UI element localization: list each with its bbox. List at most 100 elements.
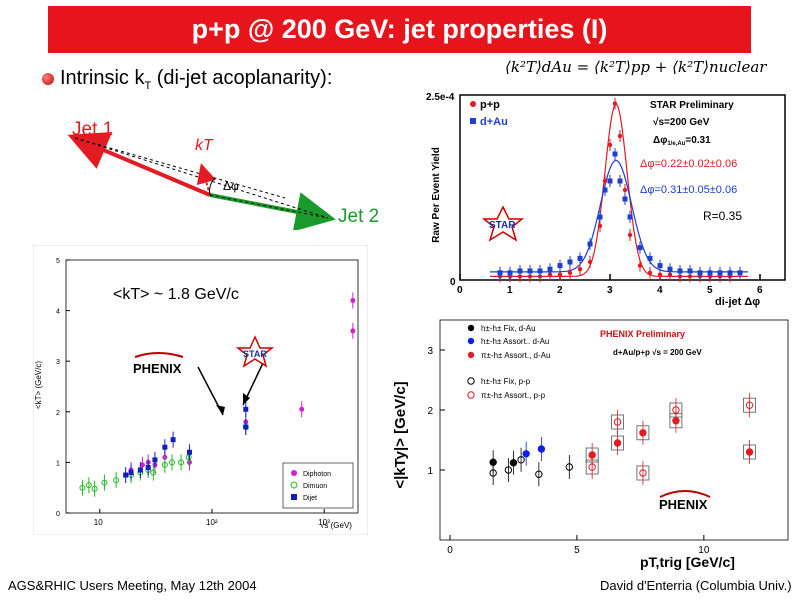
bullet-icon: [42, 73, 54, 85]
left-legend-label: Dijet: [303, 495, 317, 502]
dau-point: [622, 196, 628, 202]
radius-label: R=0.35: [703, 209, 742, 223]
kt-annotation: <kT> ~ 1.8 GeV/c: [113, 286, 239, 303]
pp-point: [557, 272, 563, 277]
left-phenix-logo: PHENIX: [133, 361, 182, 376]
dimuon-point: [185, 454, 192, 461]
left-ylabel: <kT> (GeV/c): [34, 361, 43, 409]
dimuon-point: [101, 479, 108, 486]
dijet-point: [170, 437, 176, 443]
top-xtick: 4: [657, 285, 663, 296]
kt-formula: ⟨k²T⟩dAu = ⟨k²T⟩pp + ⟨k²T⟩nuclear: [505, 58, 767, 76]
bottom-phenix-logo: PHENIX: [659, 490, 711, 512]
dau-point: [602, 187, 608, 193]
jet1-label: Jet 1: [72, 119, 113, 140]
bottom-ytick: 2: [427, 406, 433, 417]
kty-point: [565, 463, 574, 471]
dijet-point: [137, 467, 143, 473]
bottom-xtick: 0: [447, 545, 453, 556]
dau-point: [567, 259, 573, 265]
pp-point: [597, 223, 603, 229]
dau-point: [527, 268, 533, 274]
kty-point: [745, 401, 754, 409]
top-xtick: 0: [457, 285, 463, 296]
left-ytick: 0: [56, 511, 60, 518]
dau-point: [657, 263, 663, 269]
dijet-point: [145, 464, 151, 470]
top-xtick: 5: [707, 285, 713, 296]
top-xlabel: di-jet Δφ: [715, 296, 760, 308]
dijet-point: [123, 472, 129, 478]
dau-point: [537, 268, 543, 274]
pp-point: [607, 142, 613, 148]
dau-point: [637, 245, 643, 251]
top-xtick: 1: [507, 285, 513, 296]
bottom-xtick: 10: [698, 545, 710, 556]
dau-point: [677, 268, 683, 274]
bottom-legend-label: π±-h± Assort., p-p: [481, 391, 546, 400]
bottom-legend-label: h±-h± Fix, p-p: [481, 377, 531, 386]
kty-point: [522, 450, 530, 458]
dau-point: [577, 255, 583, 261]
pp-point: [617, 133, 623, 139]
jet2-label: Jet 2: [338, 206, 379, 227]
top-dphi-width: Δφ1/e,Au=0.31: [653, 135, 711, 147]
dau-point: [617, 178, 623, 184]
pp-point: [602, 178, 608, 184]
dau-point: [517, 268, 523, 274]
dphi-dau-value: Δφ=0.31±0.05±0.06: [640, 184, 737, 196]
pp-point: [637, 263, 643, 268]
dijet-point: [152, 457, 158, 463]
dau-point: [687, 268, 693, 274]
dau-point: [597, 214, 603, 220]
bottom-ylabel: <|kTy|> [GeV/c]: [392, 381, 409, 488]
kty-point: [537, 445, 546, 453]
kty-point: [509, 459, 518, 467]
dimuon-point: [178, 459, 185, 466]
svg-text:STAR: STAR: [243, 349, 267, 359]
dijet-point: [162, 444, 168, 450]
kty-point: [672, 406, 680, 414]
kty-plot: <|kTy|> [GeV/c] 1 2 3 0 5 10 pT,trig [GeV/c]…: [392, 319, 789, 570]
dijet-point: [243, 406, 249, 412]
left-xlabel: √s (GeV): [320, 521, 352, 530]
kty-point: [613, 439, 622, 447]
top-xtick: 3: [607, 285, 613, 296]
dau-point: [727, 270, 733, 276]
left-legend-label: Dimuon: [303, 483, 327, 490]
kty-point: [639, 469, 647, 477]
pp-point: [622, 187, 628, 193]
dau-point: [647, 255, 653, 261]
dau-point: [737, 270, 743, 276]
kty-point: [639, 429, 647, 437]
legend-dau: d+Au: [480, 116, 508, 128]
kty-point: [588, 463, 596, 471]
dijet-point: [243, 424, 249, 430]
dau-point: [707, 270, 713, 276]
left-ytick: 2: [56, 410, 60, 417]
dau-point: [497, 270, 503, 276]
dau-point: [607, 178, 613, 184]
diphoton-point: [139, 462, 145, 468]
dimuon-point: [113, 477, 120, 484]
dau-point: [587, 241, 593, 247]
dimuon-point: [79, 484, 86, 491]
pp-point: [587, 259, 593, 265]
diphoton-point: [186, 459, 192, 465]
top-xtick: 2: [557, 285, 563, 296]
legend-pp: p+p: [480, 99, 500, 111]
left-legend-label: Diphoton: [303, 471, 331, 478]
pp-point: [567, 270, 573, 275]
left-star-logo: STAR: [235, 335, 275, 368]
top-energy: √s=200 GeV: [653, 117, 710, 128]
diphoton-point: [350, 297, 356, 303]
pp-point: [577, 267, 583, 272]
kty-point: [489, 469, 497, 477]
kty-point: [613, 418, 622, 426]
left-kt-plot: <kT> (GeV/c) 0 1 2 3 4 5 10 10² 10³ √s (GeV) <k…: [33, 245, 368, 535]
dau-point: [627, 214, 633, 220]
top-yzero: 0: [450, 277, 456, 288]
dimuon-point: [85, 482, 92, 489]
kty-point: [535, 470, 543, 478]
bottom-legend-label: π±-h± Assort., d-Au: [481, 351, 550, 360]
